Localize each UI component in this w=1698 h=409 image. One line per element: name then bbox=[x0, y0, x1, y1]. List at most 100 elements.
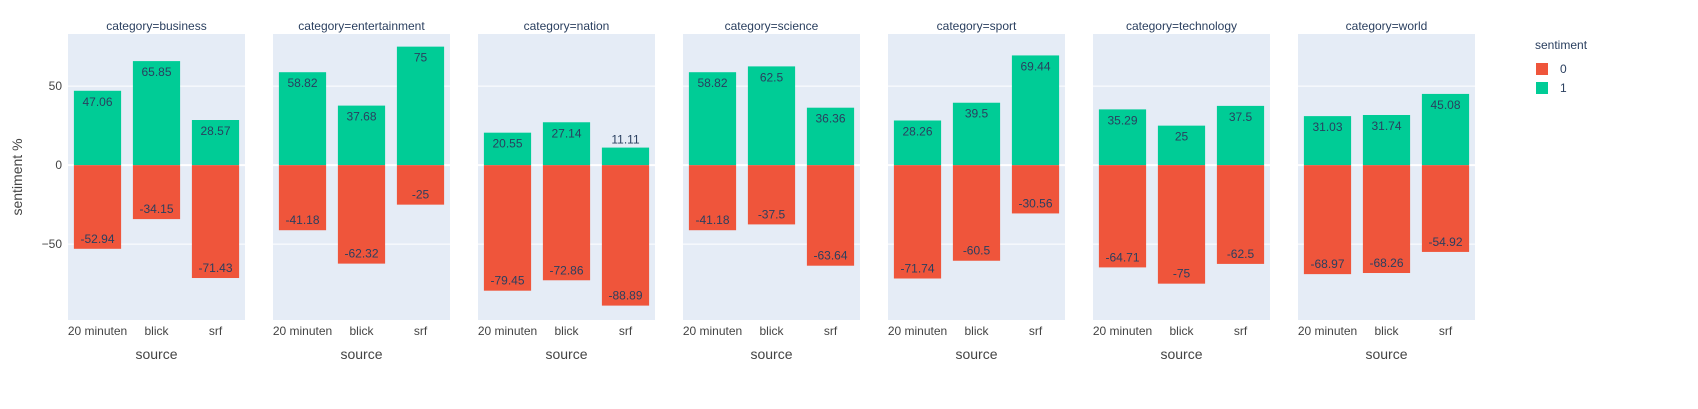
bar-negative bbox=[278, 165, 327, 231]
legend-swatch bbox=[1536, 63, 1548, 75]
bar-negative bbox=[1421, 165, 1470, 252]
x-tick-label: srf bbox=[1439, 324, 1453, 338]
x-tick-label: 20 minuten bbox=[1298, 324, 1357, 338]
data-label-negative: -62.5 bbox=[1227, 247, 1255, 261]
data-label-positive: 69.44 bbox=[1020, 59, 1050, 73]
data-label-positive: 27.14 bbox=[551, 126, 581, 140]
bar-negative bbox=[542, 165, 591, 281]
x-tick-label: srf bbox=[824, 324, 838, 338]
legend-label: 1 bbox=[1560, 81, 1567, 95]
data-label-negative: -30.56 bbox=[1018, 196, 1052, 210]
x-tick-label: 20 minuten bbox=[68, 324, 127, 338]
bar-positive bbox=[191, 120, 240, 166]
x-tick-label: srf bbox=[1029, 324, 1043, 338]
facet-title: category=technology bbox=[1126, 19, 1237, 33]
legend-title: sentiment bbox=[1535, 38, 1588, 52]
data-label-positive: 11.11 bbox=[611, 133, 640, 147]
data-label-negative: -62.32 bbox=[344, 247, 378, 261]
x-tick-label: blick bbox=[349, 324, 374, 338]
data-label-negative: -60.5 bbox=[963, 244, 991, 258]
data-label-negative: -64.71 bbox=[1105, 250, 1139, 264]
x-axis-title: source bbox=[1160, 346, 1202, 362]
x-tick-label: srf bbox=[209, 324, 223, 338]
data-label-negative: -79.45 bbox=[490, 274, 524, 288]
bar-negative bbox=[1303, 165, 1352, 275]
bar-positive bbox=[1098, 109, 1147, 166]
bar-negative bbox=[396, 165, 445, 205]
facet-title: category=entertainment bbox=[298, 19, 425, 33]
x-tick-label: 20 minuten bbox=[273, 324, 332, 338]
bar-negative bbox=[1098, 165, 1147, 268]
y-tick-label: 0 bbox=[55, 158, 62, 172]
x-tick-label: blick bbox=[964, 324, 989, 338]
bar-negative bbox=[893, 165, 942, 279]
x-axis-title: source bbox=[340, 346, 382, 362]
facet-title: category=world bbox=[1346, 19, 1428, 33]
data-label-positive: 37.5 bbox=[1229, 110, 1253, 124]
facet-title: category=nation bbox=[524, 19, 610, 33]
bar-positive bbox=[542, 122, 591, 166]
legend-swatch bbox=[1536, 82, 1548, 94]
data-label-negative: -52.94 bbox=[80, 232, 114, 246]
bar-positive bbox=[396, 46, 445, 166]
bar-positive bbox=[601, 147, 650, 166]
data-label-positive: 45.08 bbox=[1430, 98, 1460, 112]
bar-positive bbox=[952, 102, 1001, 166]
bar-negative bbox=[747, 165, 796, 225]
data-label-positive: 36.36 bbox=[815, 112, 845, 126]
y-axis-title: sentiment % bbox=[9, 138, 25, 215]
data-label-positive: 58.82 bbox=[287, 76, 317, 90]
bar-negative bbox=[483, 165, 532, 291]
bar-negative bbox=[1157, 165, 1206, 284]
bar-positive bbox=[893, 120, 942, 166]
x-tick-label: 20 minuten bbox=[1093, 324, 1152, 338]
data-label-positive: 47.06 bbox=[82, 95, 112, 109]
data-label-negative: -41.18 bbox=[285, 213, 319, 227]
data-label-negative: -68.26 bbox=[1369, 256, 1403, 270]
x-tick-label: blick bbox=[759, 324, 784, 338]
bar-negative bbox=[191, 165, 240, 279]
data-label-positive: 31.74 bbox=[1371, 119, 1401, 133]
x-tick-label: srf bbox=[414, 324, 428, 338]
data-label-positive: 37.68 bbox=[346, 110, 376, 124]
x-tick-label: blick bbox=[1374, 324, 1399, 338]
x-axis-title: source bbox=[1365, 346, 1407, 362]
data-label-negative: -37.5 bbox=[758, 207, 786, 221]
x-axis-title: source bbox=[135, 346, 177, 362]
data-label-positive: 39.5 bbox=[965, 107, 989, 121]
data-label-positive: 25 bbox=[1175, 130, 1189, 144]
data-label-positive: 62.5 bbox=[760, 70, 784, 84]
bar-negative bbox=[337, 165, 386, 264]
bar-positive bbox=[73, 90, 122, 166]
bar-positive bbox=[278, 72, 327, 166]
bar-positive bbox=[747, 66, 796, 166]
bar-positive bbox=[1011, 55, 1060, 166]
x-tick-label: 20 minuten bbox=[478, 324, 537, 338]
y-tick-label: −50 bbox=[42, 237, 63, 251]
x-tick-label: srf bbox=[1234, 324, 1248, 338]
bar-negative bbox=[952, 165, 1001, 261]
bar-negative bbox=[132, 165, 181, 220]
x-axis-title: source bbox=[955, 346, 997, 362]
data-label-negative: -54.92 bbox=[1428, 235, 1462, 249]
bar-positive bbox=[1303, 116, 1352, 166]
bar-positive bbox=[1216, 105, 1265, 166]
data-label-negative: -88.89 bbox=[608, 289, 642, 303]
x-axis-title: source bbox=[750, 346, 792, 362]
bar-negative bbox=[1011, 165, 1060, 214]
facet-title: category=science bbox=[725, 19, 819, 33]
x-tick-label: blick bbox=[144, 324, 169, 338]
data-label-positive: 35.29 bbox=[1107, 113, 1137, 127]
x-axis-title: source bbox=[545, 346, 587, 362]
bar-negative bbox=[806, 165, 855, 266]
bar-positive bbox=[1421, 93, 1470, 166]
x-tick-label: 20 minuten bbox=[888, 324, 947, 338]
bar-positive bbox=[483, 132, 532, 166]
bar-positive bbox=[1157, 125, 1206, 166]
data-label-positive: 28.57 bbox=[200, 124, 230, 138]
facet-title: category=sport bbox=[937, 19, 1017, 33]
x-tick-label: blick bbox=[1169, 324, 1194, 338]
x-tick-label: blick bbox=[554, 324, 579, 338]
